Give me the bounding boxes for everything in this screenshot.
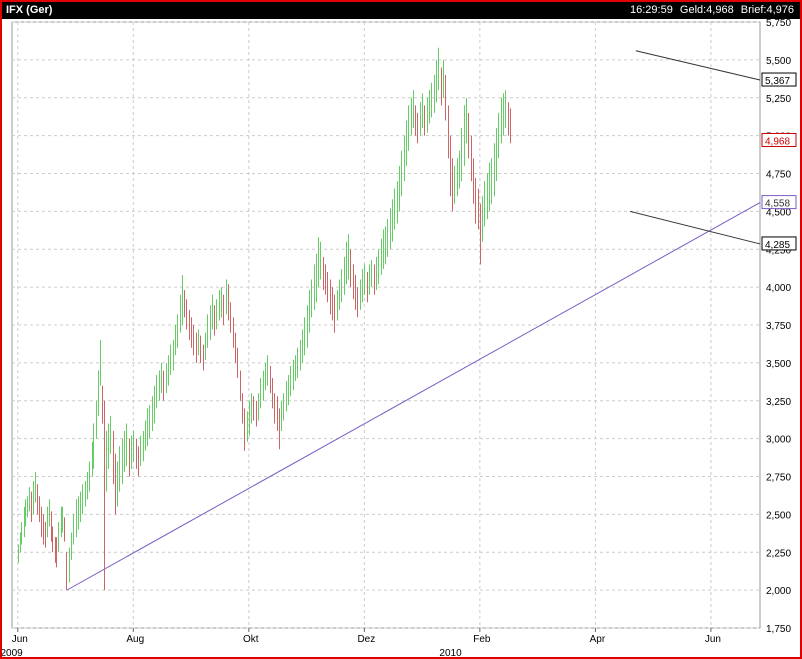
- y-tick-label: 5,750: [766, 18, 791, 29]
- price-marker-box: [761, 72, 797, 87]
- x-tick-label: Aug: [126, 634, 144, 645]
- y-tick-label: 2,250: [766, 548, 791, 559]
- y-tick-label: 4,750: [766, 170, 791, 181]
- support-trendline: [66, 202, 761, 591]
- year-label: 2010: [439, 648, 462, 657]
- y-tick-label: 2,500: [766, 510, 791, 521]
- price-marker-box: [761, 132, 797, 147]
- bid-value: 4,968: [706, 4, 734, 16]
- channel-lower-line: [629, 210, 761, 245]
- y-tick-label: 2,000: [766, 586, 791, 597]
- y-tick-label: 5,500: [766, 56, 791, 67]
- x-tick-label: Dez: [357, 634, 375, 645]
- price-marker-label: 4,285: [765, 240, 790, 251]
- y-tick-label: 4,000: [766, 283, 791, 294]
- y-tick-label: 4,250: [766, 245, 791, 256]
- x-tick-label: Jun: [12, 634, 28, 645]
- y-tick-label: 3,750: [766, 321, 791, 332]
- ask-value: 4,976: [766, 4, 794, 16]
- y-tick-label: 3,250: [766, 397, 791, 408]
- quote-time: 16:29:59: [630, 4, 673, 16]
- instrument-symbol: IFX (Ger): [6, 4, 53, 16]
- trendlines: [66, 50, 761, 591]
- price-marker-label: 5,367: [765, 76, 790, 87]
- y-tick-label: 1,750: [766, 624, 791, 635]
- x-tick-label: Apr: [590, 634, 606, 645]
- y-tick-label: 4,500: [766, 207, 791, 218]
- x-tick-label: Feb: [473, 634, 491, 645]
- bid-label: Geld:: [679, 4, 707, 16]
- price-marker-box: [761, 236, 797, 251]
- y-tick-label: 5,250: [766, 94, 791, 105]
- ask-label: Brief:: [740, 4, 767, 16]
- y-tick-label: 3,000: [766, 435, 791, 446]
- y-tick-label: 3,500: [766, 359, 791, 370]
- price-marker-box: [761, 195, 797, 210]
- quote-readout: 16:29:59 Geld:4,968 Brief:4,976: [626, 2, 794, 19]
- price-markers: 5,367 4,968 4,558 4,285: [761, 72, 797, 251]
- grid: [11, 21, 761, 629]
- y-tick-label: 2,750: [766, 473, 791, 484]
- axes: 5,7505,5005,2505,0004,7504,5004,2504,000…: [2, 18, 791, 657]
- year-label: 2009: [2, 648, 23, 657]
- price-marker-label: 4,968: [765, 136, 790, 147]
- price-marker-label: 4,558: [765, 199, 790, 210]
- quote-header: IFX (Ger) 16:29:59 Geld:4,968 Brief:4,97…: [2, 2, 800, 19]
- x-tick-label: Jun: [705, 634, 721, 645]
- x-tick-label: Okt: [243, 634, 259, 645]
- price-bars: [18, 47, 511, 591]
- channel-upper-line: [635, 50, 761, 81]
